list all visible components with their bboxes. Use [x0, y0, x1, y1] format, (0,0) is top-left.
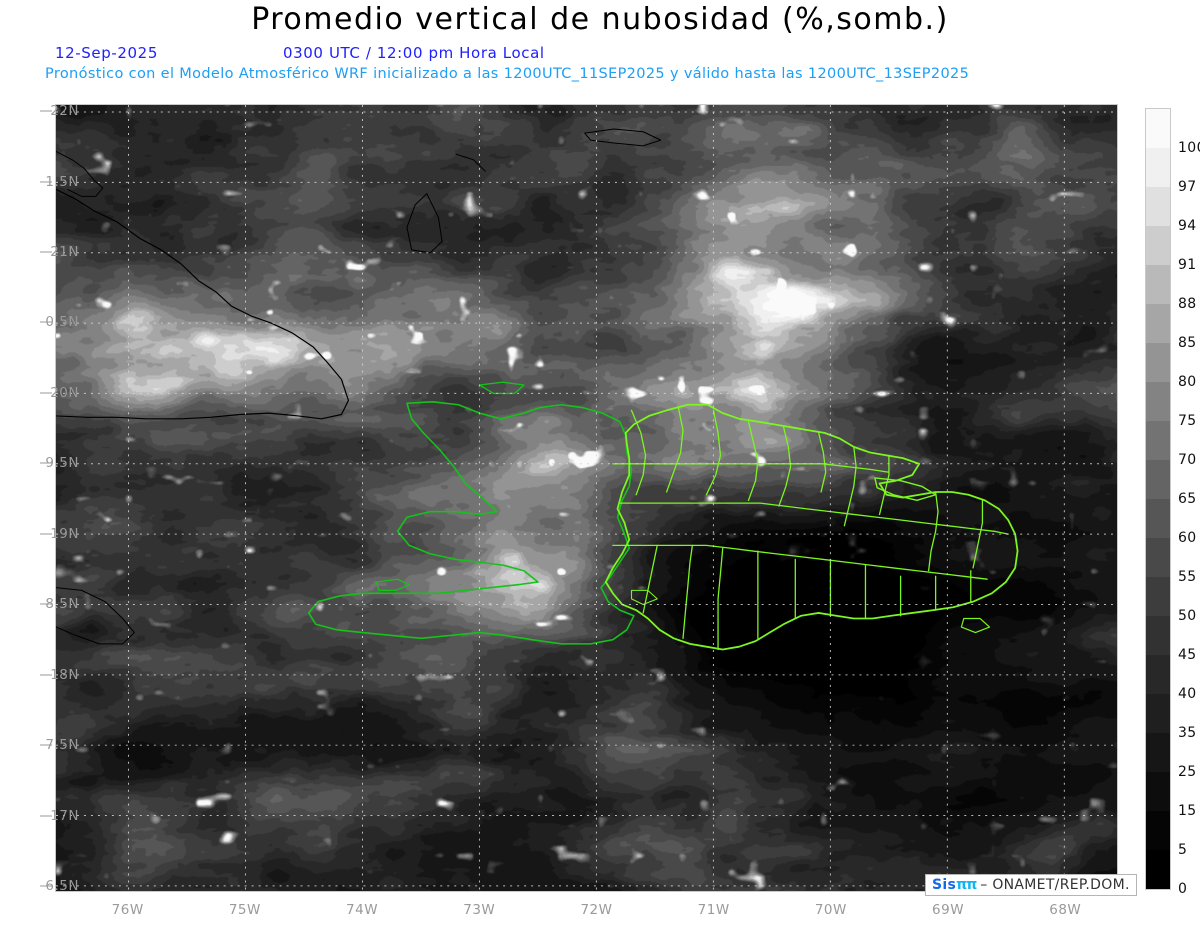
logo-pi-icon: ππ — [956, 877, 977, 893]
colorbar-tick-label: 15 — [1178, 803, 1197, 819]
colorbar-segment — [1146, 187, 1170, 226]
lat-tick-label: 8.5N — [45, 596, 79, 613]
colorbar-tick-label: 94 — [1178, 218, 1197, 234]
colorbar-tick-label: 85 — [1178, 335, 1197, 351]
colorbar-tick-label: 80 — [1178, 374, 1197, 390]
lat-tick-label: 17N — [50, 807, 79, 824]
colorbar-tick-label: 88 — [1178, 296, 1197, 312]
colorbar-segment — [1146, 109, 1170, 148]
lon-tick-label: 70W — [814, 902, 847, 918]
lat-tick-label: 21N — [50, 244, 79, 260]
colorbar-segment — [1146, 304, 1170, 343]
colorbar-segment — [1146, 577, 1170, 616]
colorbar-segment — [1146, 616, 1170, 655]
colorbar-segment — [1146, 694, 1170, 733]
lat-tick-mark — [40, 533, 52, 535]
colorbar-segment — [1146, 499, 1170, 538]
colorbar-tick-label: 65 — [1178, 491, 1197, 507]
lat-tick-label: 1.5N — [45, 173, 79, 190]
colorbar-segment — [1146, 421, 1170, 460]
logo-sis-text: Sis — [932, 877, 957, 893]
lat-tick-mark — [40, 110, 52, 112]
lon-tick-label: 73W — [463, 902, 496, 918]
lat-tick-mark — [40, 885, 52, 887]
lon-tick-label: 71W — [697, 902, 730, 918]
colorbar-tick-label: 45 — [1178, 647, 1197, 663]
forecast-model-description: Pronóstico con el Modelo Atmosférico WRF… — [45, 66, 970, 82]
lat-tick-label: 18N — [50, 666, 79, 683]
lat-tick-label: 7.5N — [45, 737, 79, 754]
colorbar-segment — [1146, 382, 1170, 421]
colorbar-tick-label: 97 — [1178, 179, 1197, 195]
lat-tick-mark — [40, 674, 52, 676]
forecast-time: 0300 UTC / 12:00 pm Hora Local — [283, 44, 545, 62]
page-title: Promedio vertical de nubosidad (%,somb.) — [251, 2, 949, 37]
colorbar-segment — [1146, 772, 1170, 811]
lat-tick-mark — [40, 321, 52, 323]
attribution-logo: Sis ππ – ONAMET/REP.DOM. — [925, 874, 1137, 896]
colorbar-tick-label: 75 — [1178, 413, 1197, 429]
colorbar-tick-label: 60 — [1178, 530, 1197, 546]
colorbar-tick-label: 5 — [1178, 842, 1188, 858]
colorbar-tick-label: 100 — [1178, 140, 1200, 156]
colorbar-segment — [1146, 538, 1170, 577]
lon-tick-label: 76W — [111, 902, 144, 918]
colorbar[interactable] — [1145, 108, 1171, 890]
colorbar-tick-label: 50 — [1178, 608, 1197, 624]
lat-tick-label: 20N — [50, 384, 79, 401]
lat-tick-label: 6.5N — [45, 878, 79, 895]
colorbar-tick-label: 70 — [1178, 452, 1197, 468]
lat-tick-mark — [40, 251, 52, 253]
logo-agency-text: – ONAMET/REP.DOM. — [980, 877, 1130, 893]
colorbar-segment — [1146, 733, 1170, 772]
lat-tick-mark — [40, 815, 52, 817]
colorbar-tick-label: 35 — [1178, 725, 1197, 741]
forecast-date: 12-Sep-2025 — [55, 44, 158, 62]
colorbar-tick-label: 55 — [1178, 569, 1197, 585]
cloud-cover-shading — [56, 105, 1117, 891]
lat-tick-mark — [40, 392, 52, 394]
lon-tick-label: 75W — [228, 902, 261, 918]
lat-tick-label: 22N — [50, 103, 79, 120]
colorbar-segment — [1146, 148, 1170, 187]
lon-tick-label: 72W — [580, 902, 613, 918]
lat-tick-mark — [40, 603, 52, 605]
lat-tick-mark — [40, 744, 52, 746]
colorbar-tick-label: 25 — [1178, 764, 1197, 780]
colorbar-segment — [1146, 460, 1170, 499]
lon-tick-label: 68W — [1049, 902, 1082, 918]
colorbar-tick-label: 40 — [1178, 686, 1197, 702]
lat-tick-mark — [40, 462, 52, 464]
colorbar-segment — [1146, 655, 1170, 694]
colorbar-segment — [1146, 343, 1170, 382]
colorbar-segment — [1146, 226, 1170, 265]
map-plot-area[interactable] — [55, 104, 1118, 892]
lon-tick-label: 69W — [932, 902, 965, 918]
lat-tick-mark — [40, 181, 52, 183]
colorbar-segment — [1146, 811, 1170, 850]
lat-tick-label: 19N — [50, 525, 79, 542]
colorbar-segment — [1146, 850, 1170, 889]
colorbar-tick-label: 91 — [1178, 257, 1197, 273]
colorbar-segment — [1146, 265, 1170, 304]
lat-tick-label: 9.5N — [45, 455, 79, 472]
lon-tick-label: 74W — [346, 902, 379, 918]
colorbar-tick-label: 0 — [1178, 881, 1188, 897]
lat-tick-label: 0.5N — [45, 314, 79, 331]
